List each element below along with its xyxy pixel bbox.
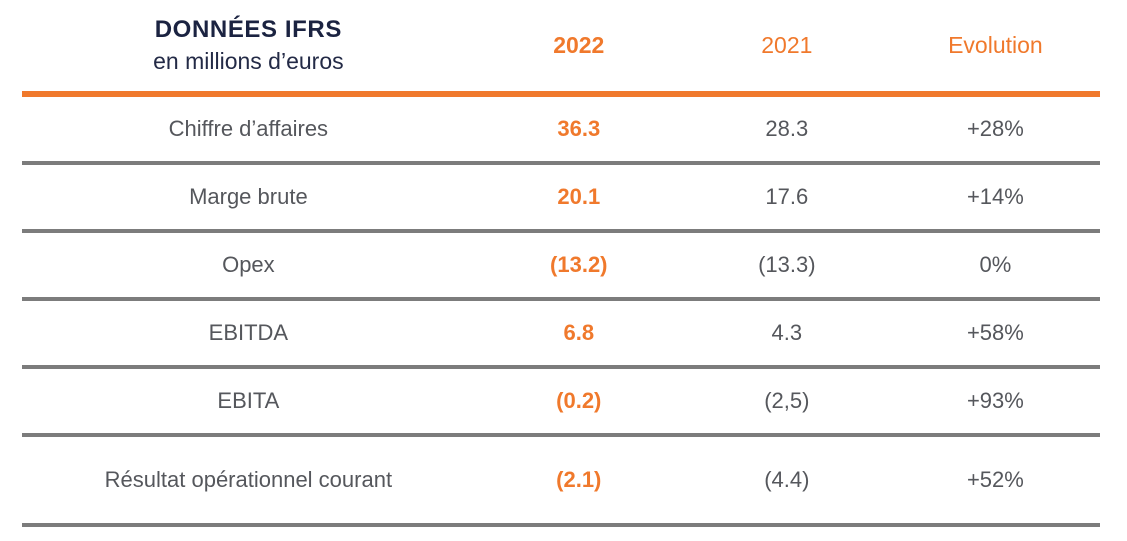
value-2022: 36.3 [557, 116, 601, 142]
row-label: Résultat opérationnel courant [104, 467, 393, 493]
ifrs-results-table: DONNÉES IFRS en millions d’euros 2022 20… [22, 0, 1100, 527]
table-row-resultat-operationnel-courant: Résultat opérationnel courant (2.1) (4.4… [22, 437, 1100, 527]
value-evolution: +58% [966, 320, 1024, 346]
row-label: Chiffre d’affaires [168, 116, 329, 142]
table-row-ebita: EBITA (0.2) (2,5) +93% [22, 369, 1100, 437]
value-2022: (13.2) [550, 252, 608, 278]
value-2021: (4.4) [764, 467, 810, 493]
value-2021: (2,5) [764, 388, 810, 414]
row-label: EBITA [217, 388, 280, 414]
value-evolution: 0% [979, 252, 1012, 278]
table-row-marge-brute: Marge brute 20.1 17.6 +14% [22, 165, 1100, 233]
value-2021: 17.6 [765, 184, 809, 210]
value-2022: 20.1 [557, 184, 601, 210]
table-row-chiffre-daffaires: Chiffre d’affaires 36.3 28.3 +28% [22, 97, 1100, 165]
table-title: DONNÉES IFRS [154, 16, 342, 44]
row-label: Opex [222, 252, 275, 278]
value-2022: 6.8 [563, 320, 595, 346]
value-2021: 28.3 [765, 116, 809, 142]
row-label: Marge brute [189, 184, 308, 210]
value-evolution: +93% [966, 388, 1024, 414]
table-row-ebitda: EBITDA 6.8 4.3 +58% [22, 301, 1100, 369]
column-header-2021: 2021 [761, 32, 813, 59]
value-2021: (13.3) [758, 252, 816, 278]
table-header-row: DONNÉES IFRS en millions d’euros 2022 20… [22, 0, 1100, 97]
column-header-evolution: Evolution [948, 32, 1043, 59]
row-label: EBITDA [208, 320, 289, 346]
value-evolution: +14% [966, 184, 1024, 210]
value-2021: 4.3 [771, 320, 803, 346]
table-subtitle: en millions d’euros [153, 48, 344, 75]
value-evolution: +52% [966, 467, 1024, 493]
value-2022: (2.1) [556, 467, 602, 493]
value-2022: (0.2) [556, 388, 602, 414]
column-header-2022: 2022 [553, 32, 605, 59]
table-title-block: DONNÉES IFRS en millions d’euros [22, 15, 475, 76]
table-row-opex: Opex (13.2) (13.3) 0% [22, 233, 1100, 301]
value-evolution: +28% [966, 116, 1024, 142]
